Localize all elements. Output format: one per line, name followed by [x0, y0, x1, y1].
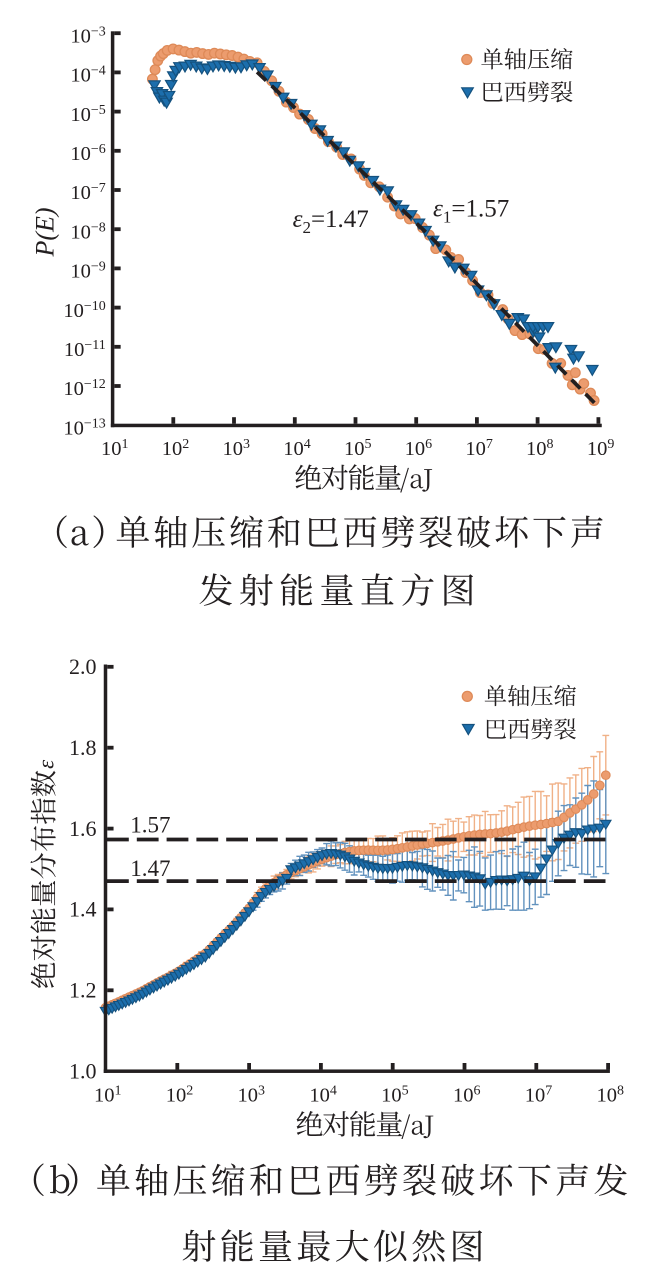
svg-text:ε2=1.47: ε2=1.47: [293, 206, 369, 237]
svg-text:1.2: 1.2: [69, 978, 97, 1003]
svg-text:ε1=1.57: ε1=1.57: [433, 196, 509, 227]
svg-text:1.57: 1.57: [130, 813, 170, 838]
svg-text:ε: ε: [34, 759, 59, 769]
svg-text:1.47: 1.47: [130, 856, 170, 881]
svg-text:2.0: 2.0: [69, 654, 97, 679]
svg-text:P(E): P(E): [31, 207, 60, 257]
svg-text:1.0: 1.0: [69, 1058, 97, 1083]
svg-text:1.4: 1.4: [69, 897, 97, 922]
svg-text:1.6: 1.6: [69, 816, 97, 841]
svg-text:1.8: 1.8: [69, 735, 97, 760]
